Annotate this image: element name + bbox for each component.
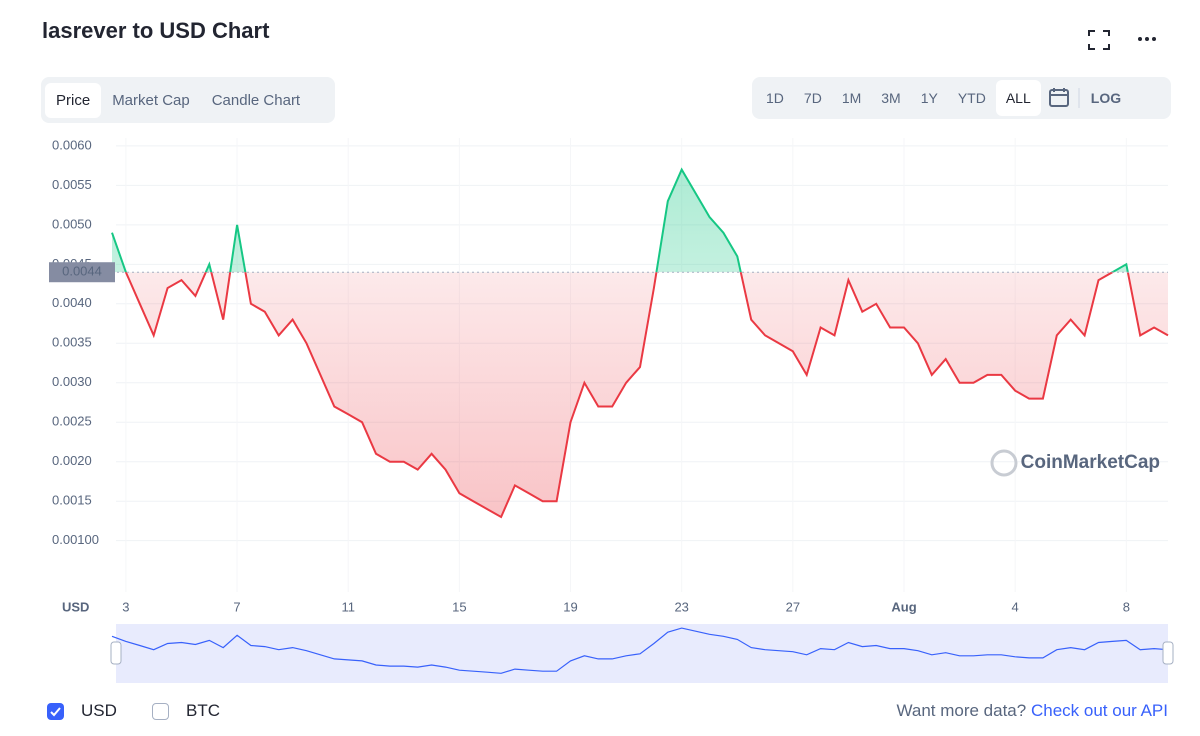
more-icon[interactable] xyxy=(1137,34,1159,44)
x-tick-label: 3 xyxy=(122,599,129,614)
price-line-down xyxy=(124,272,1169,519)
range-button[interactable]: 1Y xyxy=(920,90,938,106)
range-button[interactable]: 3M xyxy=(881,90,901,106)
footer: Want more data? Check out our API xyxy=(896,701,1168,721)
log-button[interactable]: LOG xyxy=(1090,90,1122,106)
legend-label: USD xyxy=(81,701,117,720)
x-tick-label: 27 xyxy=(786,599,800,614)
footer-prompt: Want more data? xyxy=(896,701,1027,720)
tab[interactable]: Candle Chart xyxy=(211,91,301,109)
watermark-logo xyxy=(990,449,1018,477)
y-tick-label: 0.0020 xyxy=(52,453,92,468)
range-group: 1D 7D 1M 3M 1Y YTD ALL LOG xyxy=(752,77,1171,119)
range-button[interactable]: ALL xyxy=(995,80,1041,116)
x-tick-label: 4 xyxy=(1012,599,1019,614)
tab-group: Price Market Cap Candle Chart xyxy=(41,77,335,123)
calendar-icon[interactable] xyxy=(1041,88,1081,108)
y-tick-label: 0.0025 xyxy=(52,414,92,429)
x-tick-label: Aug xyxy=(891,599,916,614)
y-tick-label: 0.0050 xyxy=(52,216,92,231)
navigator-handle[interactable] xyxy=(110,641,122,665)
x-tick-label: 23 xyxy=(674,599,688,614)
fullscreen-icon[interactable] xyxy=(1088,30,1110,50)
tab[interactable]: Price xyxy=(45,82,102,118)
y-tick-label: 0.0040 xyxy=(52,295,92,310)
navigator-handle[interactable] xyxy=(1162,641,1174,665)
navigator-line xyxy=(111,627,1169,674)
x-tick-label: 15 xyxy=(452,599,466,614)
range-button[interactable]: 1M xyxy=(841,90,862,106)
legend-label: BTC xyxy=(186,701,220,720)
current-price-label: 0.0044 xyxy=(62,264,102,279)
legend-usd[interactable]: USD xyxy=(47,701,117,721)
x-tick-label: 7 xyxy=(233,599,240,614)
y-tick-label: 0.0035 xyxy=(52,335,92,350)
y-tick-label: 0.0030 xyxy=(52,374,92,389)
x-tick-label: 8 xyxy=(1123,599,1130,614)
watermark: CoinMarketCap xyxy=(1021,452,1160,473)
x-tick-label: 19 xyxy=(563,599,577,614)
tab[interactable]: Market Cap xyxy=(112,91,190,109)
api-link[interactable]: Check out our API xyxy=(1030,701,1168,720)
range-button[interactable]: 1D xyxy=(766,90,784,106)
checkbox-checked[interactable] xyxy=(47,702,64,720)
range-button[interactable]: YTD xyxy=(957,90,986,106)
y-tick-label: 0.00100 xyxy=(52,532,99,547)
chart: 0.00100 0.0015 0.0020 0.0025 0.0030 0.0035 0.0… xyxy=(49,137,1174,683)
chart-title: lasrever to USD Chart xyxy=(42,18,270,43)
y-tick-label: 0.0015 xyxy=(52,493,92,508)
current-price-tag xyxy=(49,262,115,283)
area-down xyxy=(125,272,1168,517)
legend-btc[interactable]: BTC xyxy=(152,701,220,721)
y-tick-label: 0.0060 xyxy=(52,137,92,152)
navigator-bg xyxy=(116,624,1168,683)
range-button[interactable]: 7D xyxy=(803,90,822,106)
y-tick-label: 0.0055 xyxy=(52,177,92,192)
x-tick-label: 11 xyxy=(341,599,355,614)
checkbox[interactable] xyxy=(152,702,169,720)
y-axis-label: USD xyxy=(62,599,89,614)
